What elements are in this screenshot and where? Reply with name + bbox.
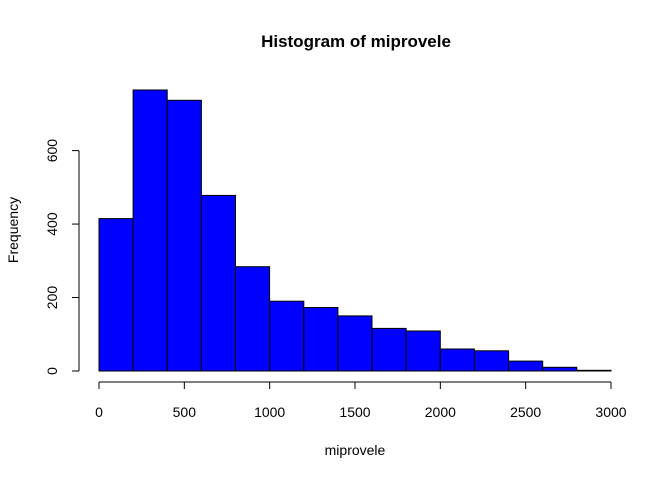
histogram-bar — [474, 350, 510, 372]
histogram-bar — [576, 369, 612, 372]
histogram-bar — [132, 89, 168, 372]
histogram-bar — [337, 315, 373, 372]
histogram-bar — [235, 266, 271, 372]
histogram-bar — [439, 348, 475, 372]
histogram-bar — [98, 218, 134, 372]
x-axis-label: miprovele — [325, 442, 386, 458]
histogram-bar — [303, 307, 339, 372]
chart-title: Histogram of miprovele — [261, 32, 451, 51]
y-axis-label: Frequency — [5, 197, 21, 263]
histogram-bar — [508, 360, 544, 372]
histogram-bar — [405, 330, 441, 372]
y-tick-label: 0 — [44, 367, 60, 375]
histogram-bar — [542, 366, 578, 372]
x-axis: 0 500 1000 1500 2000 2500 3000 — [95, 381, 627, 420]
x-tick-label: 1500 — [339, 404, 370, 420]
y-tick-label: 400 — [44, 212, 60, 236]
histogram-bar — [371, 327, 407, 372]
x-tick-label: 500 — [173, 404, 197, 420]
y-tick-label: 200 — [44, 286, 60, 310]
y-tick-label: 600 — [44, 139, 60, 163]
histogram-bar — [166, 99, 202, 372]
x-tick-label: 0 — [95, 404, 103, 420]
y-axis: 0 200 400 600 — [44, 139, 80, 375]
x-tick-label: 3000 — [595, 404, 626, 420]
bars-group — [98, 89, 612, 372]
histogram-bar — [269, 300, 305, 372]
x-tick-label: 1000 — [254, 404, 285, 420]
x-tick-label: 2500 — [510, 404, 541, 420]
x-tick-label: 2000 — [425, 404, 456, 420]
histogram-bar — [200, 194, 236, 372]
